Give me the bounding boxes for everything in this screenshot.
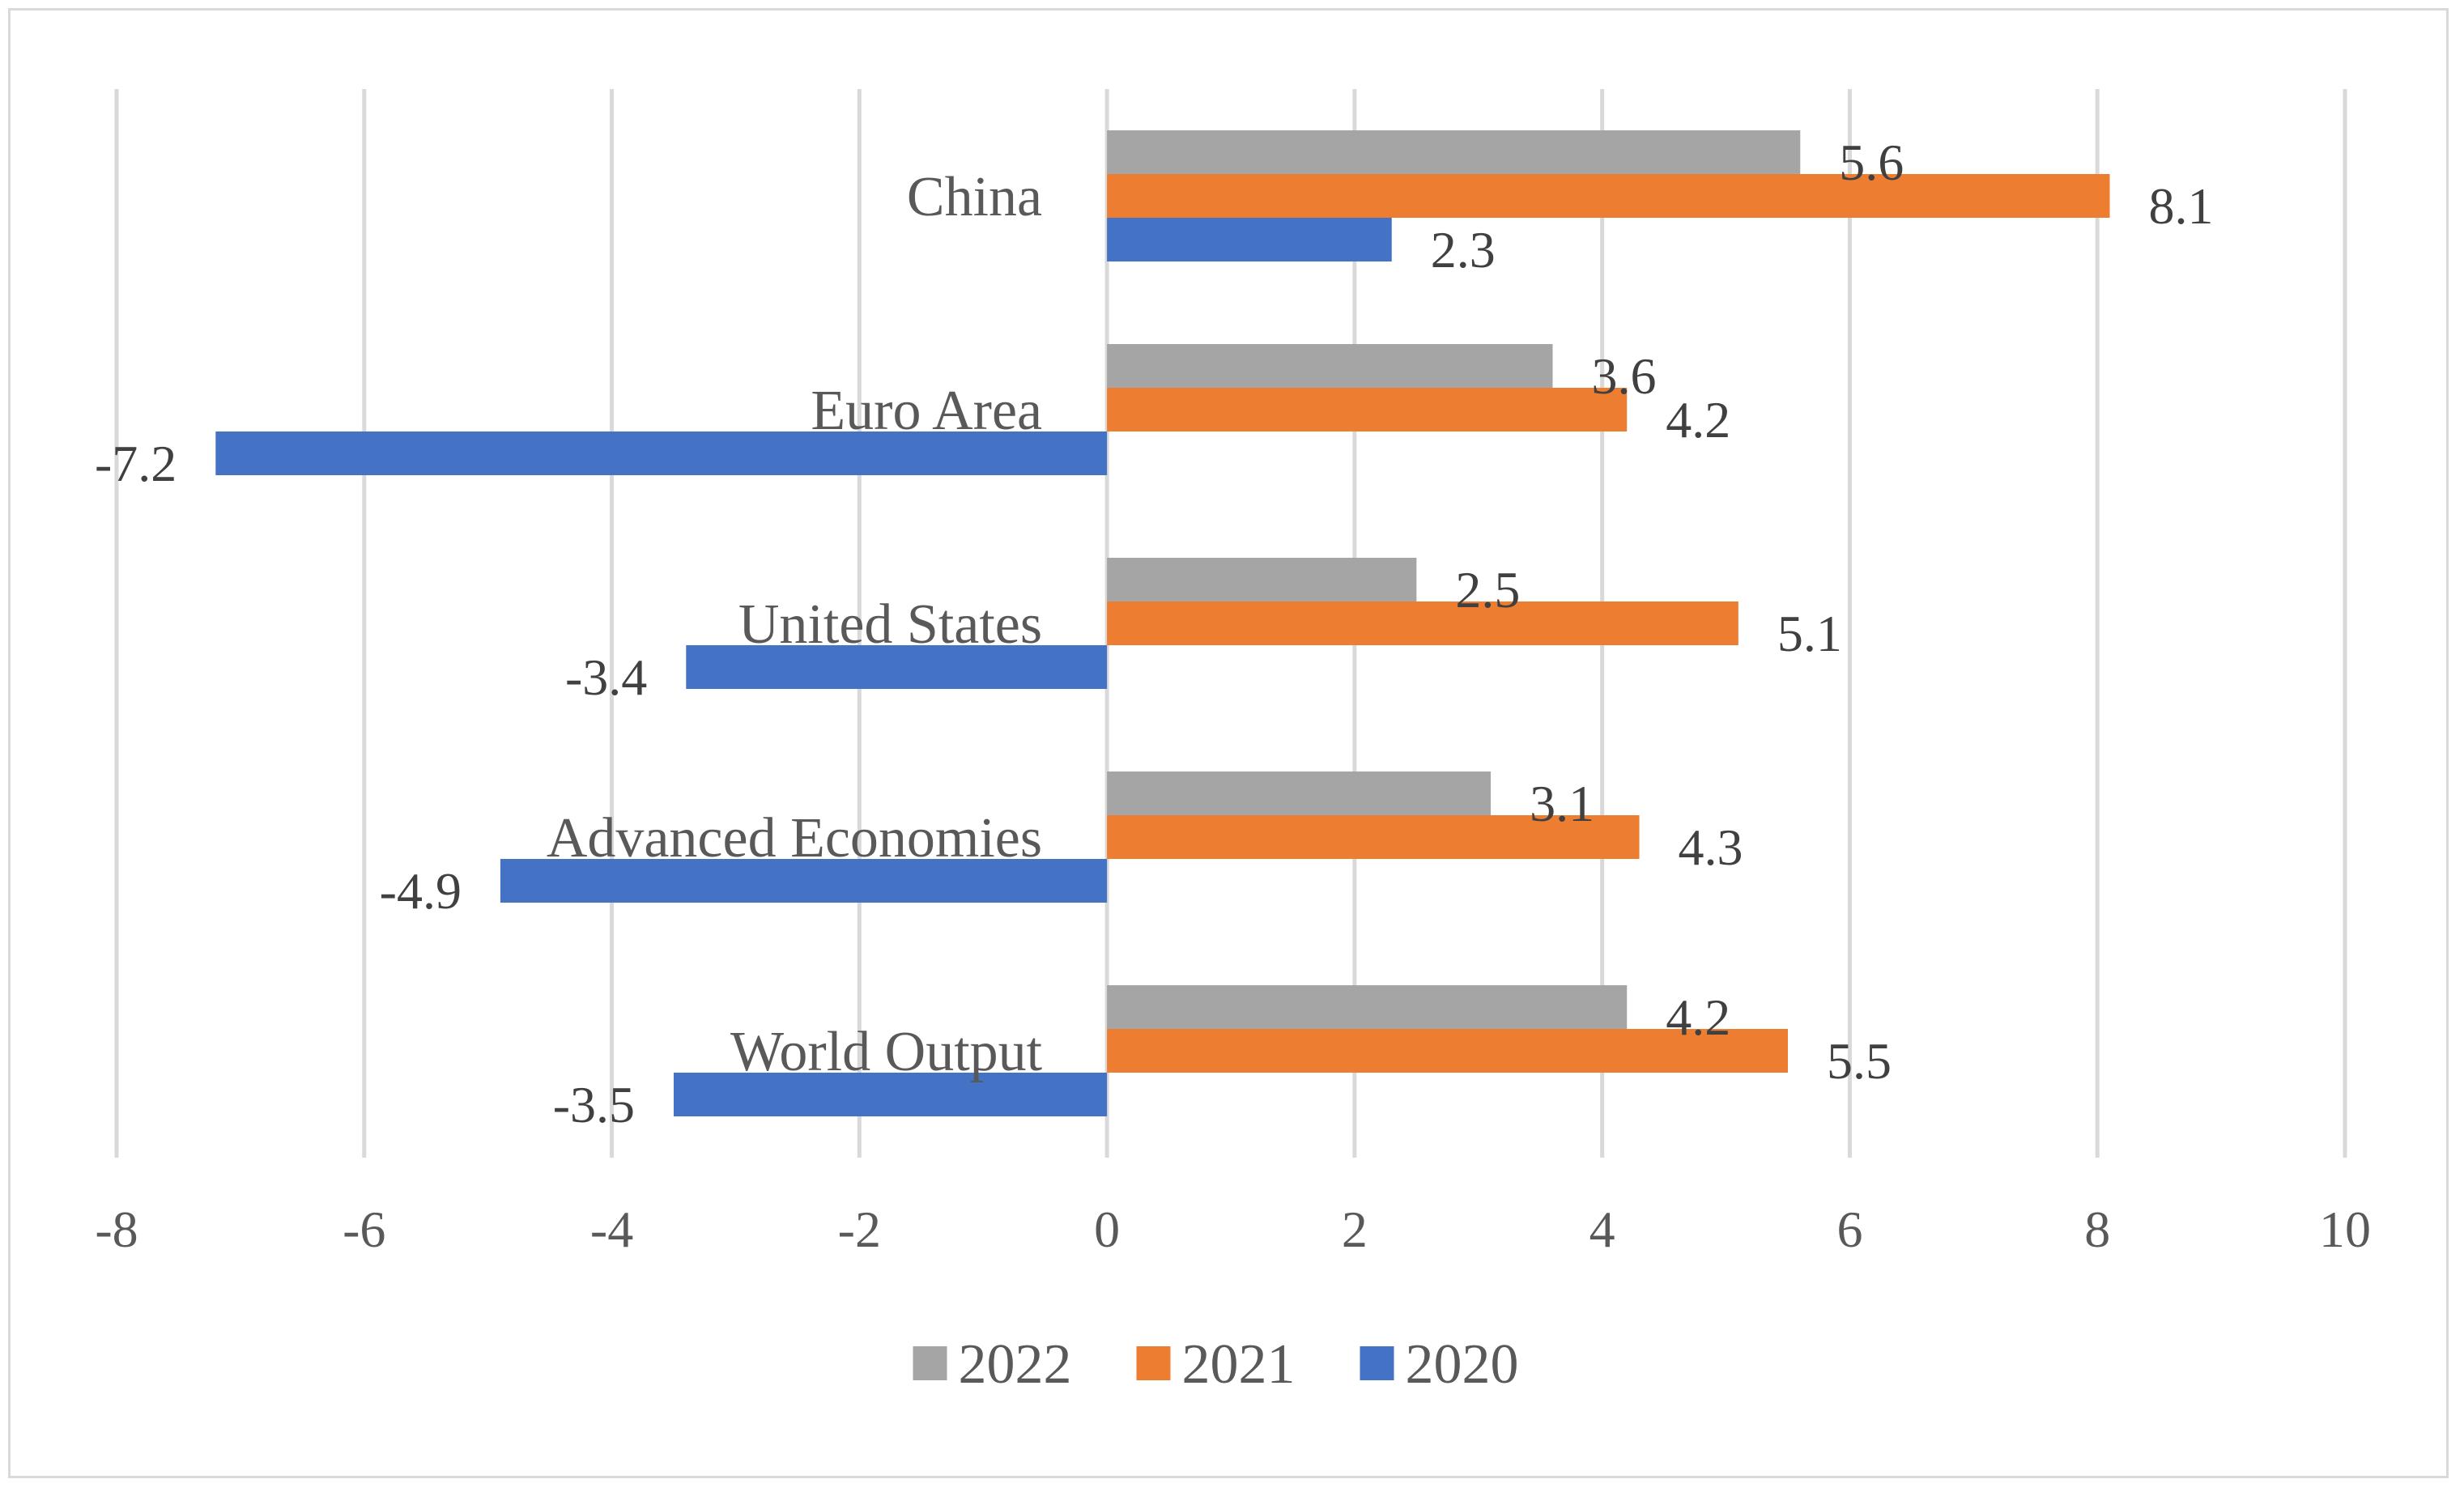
legend-label-2020: 2020 bbox=[1406, 1333, 1519, 1396]
x-tick-label: -6 bbox=[343, 1201, 385, 1258]
bar-world-output-2022 bbox=[1107, 985, 1628, 1029]
legend-label-2022: 2022 bbox=[959, 1333, 1072, 1396]
x-tick-label: 10 bbox=[2319, 1201, 2371, 1258]
data-label-euro-area-2021: 4.2 bbox=[1666, 391, 1730, 448]
data-label-china-2021: 8.1 bbox=[2149, 177, 2214, 235]
data-label-united-states-2022: 2.5 bbox=[1455, 561, 1520, 618]
data-label-china-2022: 5.6 bbox=[1839, 134, 1904, 191]
x-axis-ticks: -8 -6 -4 -2 0 2 4 6 8 10 bbox=[95, 1201, 2371, 1258]
bar-china-2020 bbox=[1107, 218, 1392, 261]
x-tick-label: -8 bbox=[95, 1201, 138, 1258]
bar-advanced-economies-2022 bbox=[1107, 772, 1492, 815]
category-label-advanced-economies: Advanced Economies bbox=[547, 807, 1042, 869]
x-tick-label: -2 bbox=[838, 1201, 881, 1258]
bar-advanced-economies-2020 bbox=[500, 859, 1108, 903]
legend-swatch-2021 bbox=[1136, 1346, 1171, 1380]
bar-world-output-2021 bbox=[1107, 1029, 1788, 1073]
x-tick-label: 2 bbox=[1342, 1201, 1368, 1258]
data-label-advanced-economies-2020: -4.9 bbox=[380, 862, 462, 920]
data-label-advanced-economies-2022: 3.1 bbox=[1530, 775, 1594, 832]
data-label-world-output-2021: 5.5 bbox=[1827, 1032, 1892, 1090]
data-label-euro-area-2020: -7.2 bbox=[95, 435, 177, 492]
x-tick-label: -4 bbox=[590, 1201, 633, 1258]
bar-world-output-2020 bbox=[674, 1073, 1108, 1116]
category-label-world-output: World Output bbox=[730, 1021, 1043, 1083]
data-label-world-output-2022: 4.2 bbox=[1666, 988, 1730, 1046]
category-label-euro-area: Euro Area bbox=[811, 380, 1042, 442]
data-labels: 5.68.12.33.64.2-7.22.55.1-3.43.14.3-4.94… bbox=[95, 134, 2214, 1133]
category-label-china: China bbox=[907, 166, 1042, 228]
data-label-united-states-2021: 5.1 bbox=[1777, 605, 1842, 662]
legend: 2022 2021 2020 bbox=[913, 1333, 1519, 1396]
bar-united-states-2020 bbox=[686, 645, 1108, 689]
bar-euro-area-2022 bbox=[1107, 344, 1553, 388]
data-label-united-states-2020: -3.4 bbox=[565, 648, 647, 706]
bar-united-states-2022 bbox=[1107, 558, 1417, 601]
legend-swatch-2022 bbox=[913, 1346, 947, 1380]
bar-euro-area-2021 bbox=[1107, 388, 1628, 431]
bars bbox=[215, 130, 2110, 1116]
data-label-euro-area-2022: 3.6 bbox=[1592, 347, 1657, 405]
data-label-world-output-2020: -3.5 bbox=[553, 1076, 635, 1133]
bar-united-states-2021 bbox=[1107, 601, 1738, 645]
bar-advanced-economies-2021 bbox=[1107, 815, 1640, 859]
data-label-china-2020: 2.3 bbox=[1431, 221, 1496, 278]
bar-china-2022 bbox=[1107, 130, 1801, 174]
bar-euro-area-2020 bbox=[215, 431, 1108, 475]
bar-china-2021 bbox=[1107, 174, 2110, 218]
x-tick-label: 0 bbox=[1094, 1201, 1120, 1258]
legend-label-2021: 2021 bbox=[1182, 1333, 1296, 1396]
category-labels: China Euro Area United States Advanced Econ… bbox=[547, 166, 1043, 1083]
x-tick-label: 6 bbox=[1836, 1201, 1862, 1258]
x-tick-label: 8 bbox=[2084, 1201, 2110, 1258]
category-label-united-states: United States bbox=[738, 593, 1042, 656]
data-label-advanced-economies-2021: 4.3 bbox=[1679, 818, 1743, 876]
gridlines bbox=[114, 89, 2347, 1158]
legend-swatch-2020 bbox=[1360, 1346, 1394, 1380]
x-tick-label: 4 bbox=[1589, 1201, 1615, 1258]
